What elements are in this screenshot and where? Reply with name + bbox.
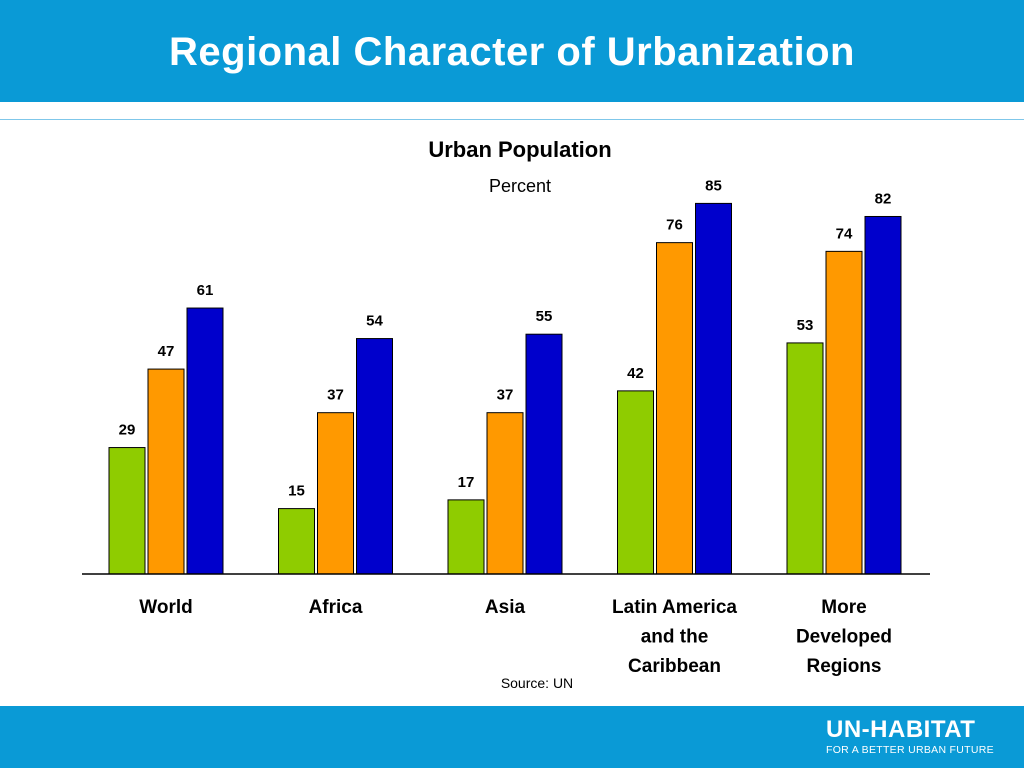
bar-2030-0 (186, 307, 224, 575)
data-label: 74 (836, 225, 853, 242)
header-banner (0, 0, 1024, 102)
category-label: Africa (309, 597, 363, 618)
category-label: Developed (796, 627, 892, 648)
bar-2000-1 (317, 412, 354, 575)
bar-2030-3 (695, 202, 732, 575)
data-label: 15 (288, 483, 305, 500)
category-label: Regions (807, 656, 882, 677)
footer-banner (0, 706, 1024, 768)
bar-1950-0 (108, 447, 146, 575)
source-note: Source: UN (501, 675, 573, 691)
data-label: 47 (158, 343, 175, 360)
bar-2000-4 (825, 250, 863, 575)
data-label: 29 (119, 422, 136, 439)
category-label: Caribbean (628, 656, 721, 677)
bar-2030-1 (356, 338, 393, 575)
slide-title: Regional Character of Urbanization (169, 30, 855, 74)
bar-1950-3 (617, 390, 654, 575)
un-habitat-logo: UN-HABITAT (826, 716, 976, 743)
category-label: More (821, 597, 866, 618)
chart-title: Urban Population (428, 137, 611, 162)
category-label: Asia (485, 597, 526, 618)
bar-1950-1 (278, 508, 315, 575)
data-label: 85 (705, 177, 722, 194)
data-label: 55 (536, 308, 553, 325)
data-label: 54 (366, 313, 383, 330)
bar-1950-4 (786, 342, 824, 575)
bar-1950-2 (447, 499, 485, 575)
bar-2030-2 (525, 333, 563, 575)
bar-2000-3 (656, 242, 693, 575)
data-label: 37 (497, 387, 514, 404)
data-label: 37 (327, 387, 344, 404)
data-label: 61 (197, 282, 214, 299)
bar-2030-4 (864, 215, 902, 575)
chart-subtitle: Percent (489, 176, 551, 196)
data-label: 42 (627, 365, 644, 382)
data-label: 76 (666, 217, 683, 234)
data-label: 82 (875, 190, 892, 207)
logo-tagline: FOR A BETTER URBAN FUTURE (826, 744, 994, 756)
category-label: Latin America (612, 597, 737, 618)
divider-line (0, 119, 1024, 120)
category-label: and the (641, 627, 709, 648)
bar-2000-2 (486, 412, 524, 575)
data-label: 53 (797, 317, 814, 334)
data-label: 17 (458, 474, 475, 491)
category-label: World (139, 597, 192, 618)
bar-2000-0 (147, 368, 185, 575)
